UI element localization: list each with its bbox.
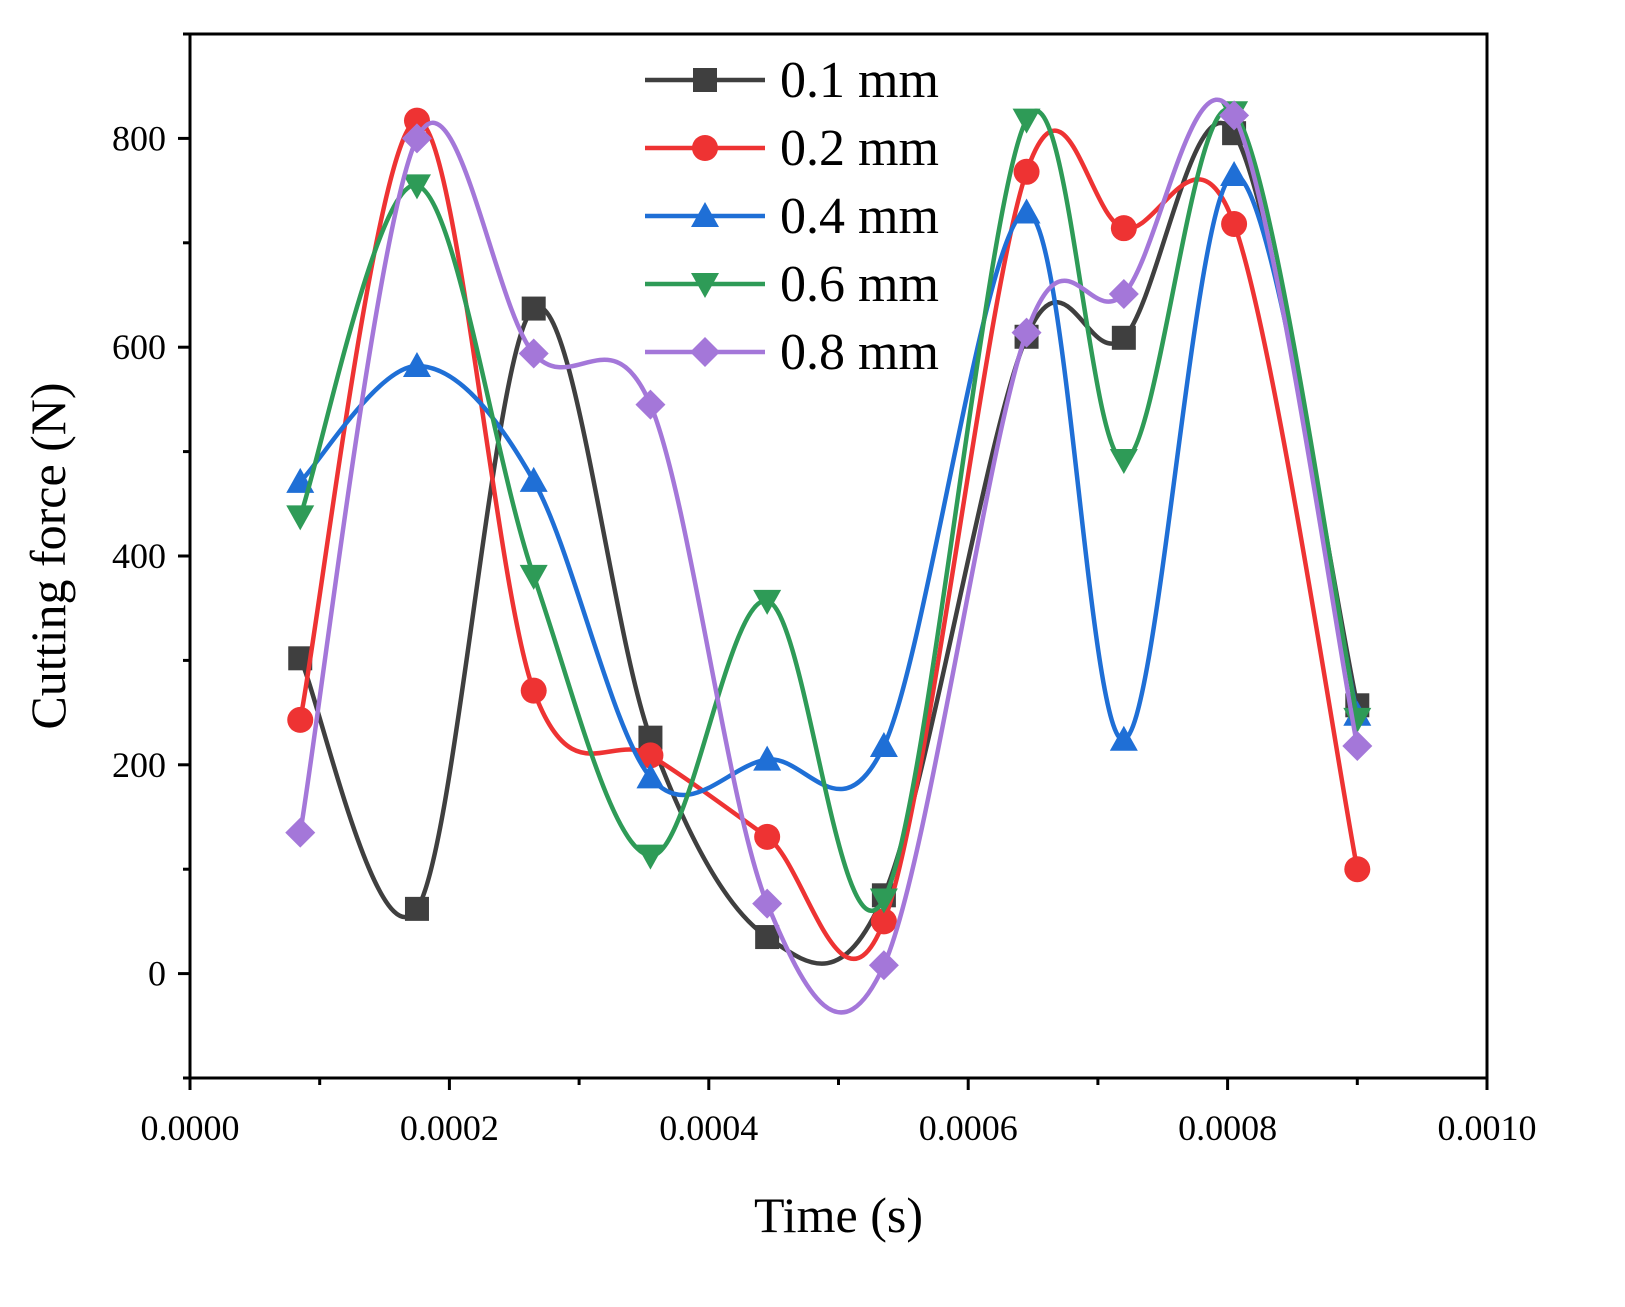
data-point-0-6-mm [636,844,665,870]
data-point-0-8-mm [518,338,549,369]
legend-label-0-6-mm: 0.6 mm [780,256,939,313]
data-point-0-4-mm [1220,160,1249,186]
data-point-0-4-mm [1012,198,1041,224]
series-line-0-1-mm [298,120,1360,966]
y-axis-title: Cutting force (N) [20,382,76,729]
data-point-0-6-mm [869,888,898,914]
series-0-6-mm [286,101,1372,914]
x-tick-label: 0.0002 [400,1108,499,1148]
data-point-0-6-mm [286,505,315,531]
series-line-0-8-mm [298,97,1360,1015]
legend-marker-0-4-mm [691,202,719,227]
data-point-0-8-mm [868,950,899,981]
data-point-0-4-mm [753,745,782,771]
legend-marker-0-8-mm [690,337,720,367]
legend-label-0-4-mm: 0.4 mm [780,188,939,245]
x-tick-label: 0.0000 [141,1108,240,1148]
data-point-0-2-mm [1110,215,1137,242]
y-tick-label: 800 [112,118,166,158]
x-tick-label: 0.0004 [659,1108,758,1148]
data-point-0-4-mm [636,763,665,789]
data-point-0-4-mm [519,466,548,492]
series-line-0-2-mm [298,118,1360,961]
data-point-0-6-mm [402,174,431,200]
x-tick-label: 0.0006 [919,1108,1018,1148]
x-tick-label: 0.0008 [1178,1108,1277,1148]
data-point-0-2-mm [870,908,897,935]
data-point-0-2-mm [1221,211,1248,238]
data-point-0-8-mm [1342,731,1373,762]
x-tick-label: 0.0010 [1438,1108,1537,1148]
data-point-0-1-mm [521,296,546,321]
y-tick-label: 200 [112,745,166,785]
data-point-0-2-mm [637,742,664,769]
data-point-0-1-mm [1111,325,1136,350]
legend-marker-0-2-mm [692,135,718,161]
legend-label-0-2-mm: 0.2 mm [780,120,939,177]
legend: 0.1 mm 0.2 mm 0.4 mm 0.6 mm 0.8 mm [645,52,939,381]
legend-label-0-8-mm: 0.8 mm [780,324,939,381]
legend-marker-0-1-mm [693,68,717,92]
x-axis-title: Time (s) [754,1187,923,1243]
data-point-0-2-mm [1344,856,1371,883]
data-point-0-2-mm [287,706,314,733]
legend-label-0-1-mm: 0.1 mm [780,52,939,109]
series-0-8-mm [285,97,1373,1015]
data-point-0-8-mm [635,389,666,420]
data-point-0-8-mm [1219,100,1250,131]
data-point-0-4-mm [1109,725,1138,751]
y-tick-label: 400 [112,536,166,576]
data-point-0-2-mm [1013,158,1040,185]
data-point-0-4-mm [869,732,898,758]
data-point-0-6-mm [1109,448,1138,474]
data-point-0-6-mm [1012,108,1041,134]
data-point-0-8-mm [401,123,432,154]
data-point-0-1-mm [404,896,429,921]
data-point-0-2-mm [520,677,547,704]
y-tick-label: 0 [148,954,166,994]
series-0-2-mm [287,107,1371,961]
legend-marker-0-6-mm [691,273,719,298]
data-point-0-4-mm [402,351,431,377]
y-tick-label: 600 [112,327,166,367]
data-point-0-1-mm [755,925,780,950]
data-point-0-8-mm [1108,278,1139,309]
data-point-0-6-mm [753,589,782,615]
data-point-0-8-mm [285,817,316,848]
data-point-0-6-mm [519,564,548,590]
data-point-0-8-mm [1011,317,1042,348]
data-point-0-2-mm [754,823,781,850]
data-point-0-8-mm [752,888,783,919]
